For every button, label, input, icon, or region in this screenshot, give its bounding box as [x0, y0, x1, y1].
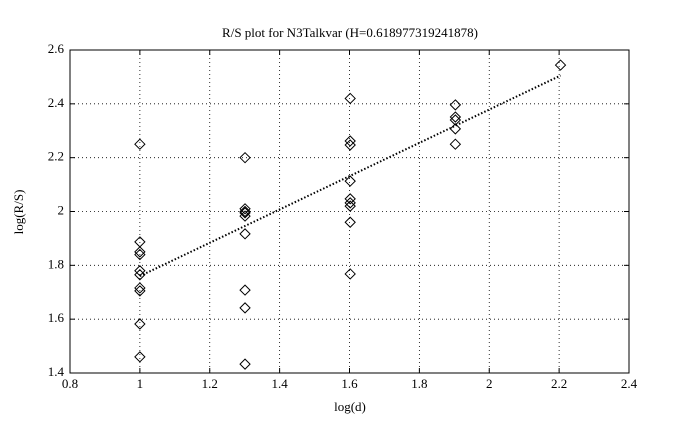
y-tick-label: 2.2 [48, 149, 64, 164]
data-point [344, 197, 356, 209]
data-point [344, 175, 356, 187]
data-point [449, 138, 462, 150]
data-point [344, 200, 356, 212]
data-point [449, 111, 462, 123]
data-point [344, 216, 356, 228]
x-tick-label: 2 [486, 376, 493, 391]
y-tick-label: 2.6 [48, 41, 65, 56]
data-point [449, 123, 462, 135]
data-point [134, 246, 146, 258]
data-point [134, 138, 146, 150]
data-point [239, 358, 251, 370]
y-tick-label: 2 [58, 202, 65, 217]
data-point [344, 193, 356, 205]
x-tick-label: 1.6 [341, 376, 358, 391]
data-point [239, 203, 251, 215]
data-point [134, 282, 146, 294]
x-tick-label: 2.2 [551, 376, 567, 391]
y-tick-label: 1.4 [48, 364, 65, 379]
x-tick-label: 1 [137, 376, 144, 391]
y-tick-label: 1.6 [48, 310, 65, 325]
data-point [344, 135, 356, 147]
data-point [239, 151, 251, 164]
data-point [344, 139, 356, 151]
data-point [449, 114, 462, 126]
data-point [344, 92, 356, 105]
data-point [239, 207, 251, 219]
data-point [134, 351, 146, 363]
data-point [344, 268, 356, 280]
x-tick-label: 1.2 [202, 376, 218, 391]
y-axis-label: log(R/S) [11, 190, 26, 235]
x-tick-label: 2.4 [621, 376, 638, 391]
y-tick-label: 1.8 [48, 256, 64, 271]
data-point [449, 99, 462, 111]
data-point [239, 205, 251, 218]
data-point [134, 318, 146, 330]
fit-line [139, 74, 561, 278]
data-point [239, 284, 251, 296]
chart-title: R/S plot for N3Talkvar (H=0.618977319241… [222, 25, 478, 40]
plot-frame [69, 49, 630, 374]
data-point [239, 228, 251, 240]
data-point [134, 285, 146, 297]
data-point [134, 269, 146, 281]
y-tick-label: 2.4 [48, 95, 65, 110]
x-axis-label: log(d) [334, 399, 366, 414]
data-point [239, 302, 251, 314]
x-tick-label: 1.8 [411, 376, 427, 391]
data-point [554, 59, 567, 71]
data-point [239, 210, 251, 222]
data-point [134, 248, 146, 261]
x-tick-label: 1.4 [272, 376, 289, 391]
x-tick-label: 0.8 [62, 376, 78, 391]
